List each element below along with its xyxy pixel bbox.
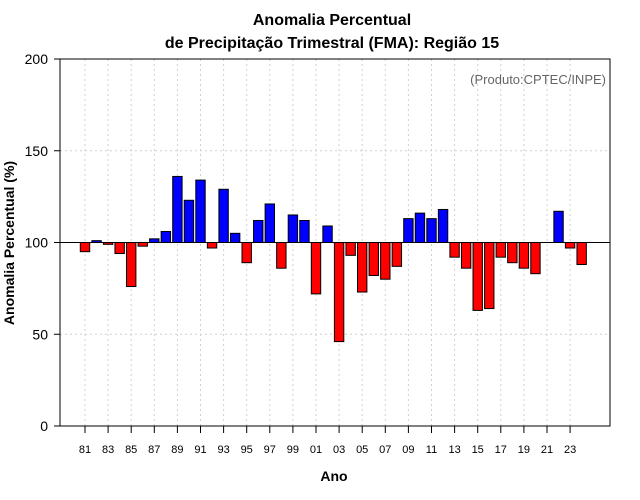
x-tick-label-89: 89 <box>171 444 183 456</box>
x-tick-label-17: 17 <box>495 444 507 456</box>
bar-87 <box>149 238 160 244</box>
bar-11 <box>426 218 437 244</box>
bars <box>79 175 587 343</box>
bar-14 <box>460 242 472 269</box>
bar-00 <box>299 219 310 243</box>
bar-99 <box>287 214 299 244</box>
bar-22 <box>553 210 564 243</box>
x-tick-label-81: 81 <box>79 444 91 456</box>
y-tick-label-100: 100 <box>25 235 49 251</box>
bar-24 <box>576 242 587 266</box>
bar-10 <box>414 212 426 243</box>
x-axis: 81 83 85 87 89 91 93 95 97 99 01 03 05 07 09 11 13 15 17 19… <box>79 426 576 456</box>
bar-07 <box>380 242 391 280</box>
bar-03 <box>333 242 345 343</box>
bar-16 <box>484 242 495 310</box>
x-tick-label-83: 83 <box>102 444 114 456</box>
x-tick-label-23: 23 <box>564 444 576 456</box>
x-tick-label-13: 13 <box>448 444 460 456</box>
x-tick-label-87: 87 <box>148 444 160 456</box>
x-tick-label-03: 03 <box>333 444 345 456</box>
bar-04 <box>345 242 356 256</box>
bar-96 <box>253 219 264 243</box>
bar-12 <box>437 208 449 243</box>
y-tick-label-150: 150 <box>25 143 49 159</box>
bar-13 <box>449 242 460 258</box>
grid-lines <box>60 58 610 427</box>
bar-81 <box>79 242 91 253</box>
x-tick-label-95: 95 <box>241 444 253 456</box>
bar-95 <box>241 242 252 264</box>
bar-06 <box>368 242 379 277</box>
bar-88 <box>160 230 172 244</box>
chart-title-line-1: Anomalia Percentual <box>253 12 411 29</box>
bar-90 <box>183 199 195 243</box>
x-tick-label-85: 85 <box>125 444 137 456</box>
y-tick-label-0: 0 <box>40 418 48 434</box>
x-tick-label-99: 99 <box>287 444 299 456</box>
bar-94 <box>229 232 241 243</box>
bar-09 <box>403 218 414 244</box>
bar-01 <box>310 242 322 295</box>
bar-85 <box>126 242 137 288</box>
bar-20 <box>530 242 541 275</box>
bar-19 <box>518 242 530 269</box>
bar-17 <box>495 242 507 258</box>
bar-93 <box>218 188 229 244</box>
x-axis-label: Ano <box>320 468 347 484</box>
bar-89 <box>172 175 183 243</box>
y-tick-label-50: 50 <box>32 326 48 342</box>
x-tick-label-05: 05 <box>356 444 368 456</box>
bar-23 <box>564 242 576 249</box>
credit-label: (Produto:CPTEC/INPE) <box>470 72 606 87</box>
x-tick-label-91: 91 <box>194 444 206 456</box>
bar-97 <box>264 203 276 243</box>
x-tick-label-19: 19 <box>518 444 530 456</box>
y-axis-label: Anomalia Percentual (%) <box>1 161 17 325</box>
bar-08 <box>391 242 403 267</box>
bar-91 <box>195 179 206 243</box>
x-tick-label-09: 09 <box>402 444 414 456</box>
bar-15 <box>472 242 483 311</box>
x-tick-label-97: 97 <box>264 444 276 456</box>
bar-92 <box>206 242 218 249</box>
bar-02 <box>322 225 333 243</box>
y-tick-label-200: 200 <box>25 51 49 67</box>
x-tick-label-01: 01 <box>310 444 322 456</box>
chart-title-line-2: de Precipitação Trimestral (FMA): Região… <box>165 35 499 52</box>
bar-98 <box>276 242 287 269</box>
x-tick-label-07: 07 <box>379 444 391 456</box>
bar-84 <box>114 242 125 255</box>
x-tick-label-21: 21 <box>541 444 553 456</box>
bar-18 <box>507 242 518 264</box>
x-tick-label-11: 11 <box>426 444 437 456</box>
bar-05 <box>357 242 368 293</box>
x-tick-label-15: 15 <box>472 444 484 456</box>
bar-86 <box>137 242 148 247</box>
y-axis: 0 50 100 150 200 <box>25 51 60 434</box>
x-tick-label-93: 93 <box>217 444 229 456</box>
